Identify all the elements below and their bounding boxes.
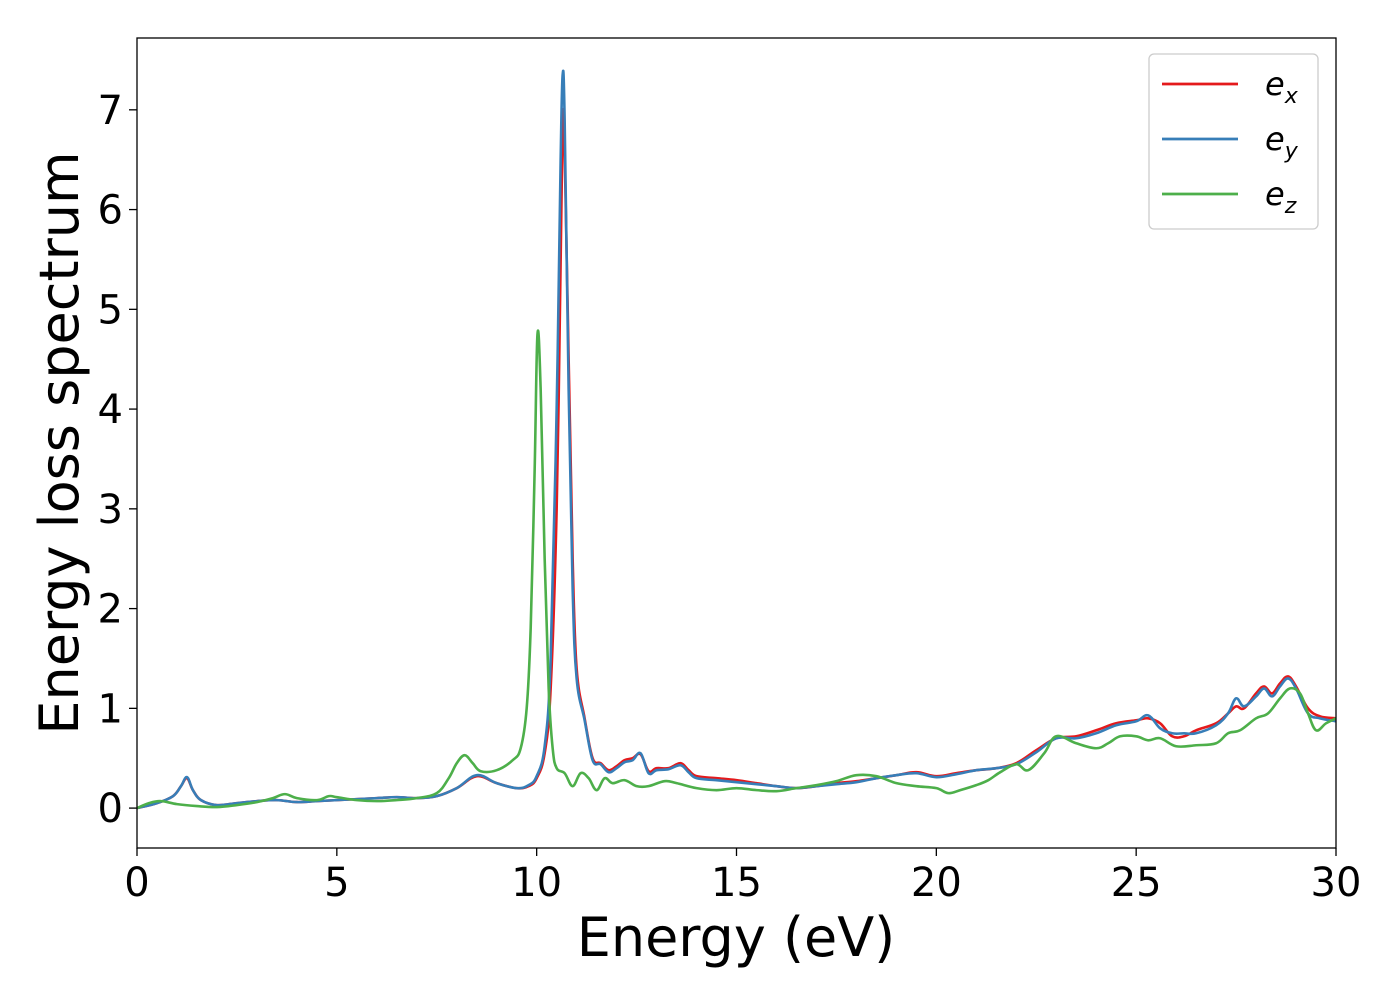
y-axis: 0 1 2 3 4 5 6 7 bbox=[98, 88, 137, 832]
legend: ex ey ez bbox=[1148, 53, 1319, 230]
x-tick-label: 10 bbox=[511, 860, 562, 906]
series-layer bbox=[137, 69, 1336, 810]
y-tick-label: 6 bbox=[98, 188, 123, 234]
x-axis: 0 5 10 15 20 25 30 bbox=[124, 848, 1361, 906]
x-axis-title: Energy (eV) bbox=[577, 906, 896, 969]
x-tick-label: 25 bbox=[1111, 860, 1162, 906]
legend-entries: ex ey ez bbox=[1162, 65, 1299, 219]
y-tick-label: 5 bbox=[98, 287, 123, 333]
y-tick-label: 4 bbox=[98, 387, 123, 433]
y-tick-label: 3 bbox=[98, 487, 123, 533]
y-tick-label: 1 bbox=[98, 686, 123, 732]
y-axis-title: Energy loss spectrum bbox=[28, 151, 91, 734]
x-tick-label: 20 bbox=[911, 860, 962, 906]
x-tick-label: 30 bbox=[1311, 860, 1362, 906]
series-line-ey bbox=[137, 69, 1336, 810]
x-tick-label: 5 bbox=[324, 860, 349, 906]
y-tick-label: 7 bbox=[98, 88, 123, 134]
series-line-ez bbox=[137, 329, 1336, 810]
legend-label-ez: ez bbox=[1265, 175, 1297, 219]
legend-label-ey: ey bbox=[1265, 120, 1299, 164]
y-tick-label: 2 bbox=[98, 587, 123, 633]
legend-label-ex: ex bbox=[1265, 65, 1299, 109]
x-tick-label: 15 bbox=[711, 860, 762, 906]
y-tick-label: 0 bbox=[98, 786, 123, 832]
legend-box bbox=[1148, 53, 1319, 230]
x-tick-label: 0 bbox=[124, 860, 149, 906]
